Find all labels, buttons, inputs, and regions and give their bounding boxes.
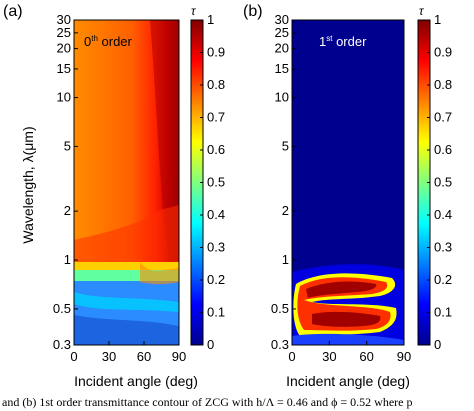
heatmap-field-b: [292, 20, 404, 345]
x-tick-label: 30: [322, 349, 336, 364]
colorbar-tick-label: 1: [207, 12, 214, 27]
x-axis-label-a: Incident angle (deg): [74, 373, 198, 389]
y-tick-label: 20: [275, 41, 289, 56]
y-tick-label: 0.5: [271, 301, 289, 316]
colorbar-label-b: τ: [419, 4, 425, 18]
colorbar-tick-label: 0.8: [434, 77, 452, 92]
x-tick-label: 60: [359, 349, 373, 364]
figure-caption: and (b) 1st order transmittance contour …: [2, 395, 412, 409]
y-tick-label: 30: [275, 12, 289, 27]
y-tick-label: 25: [275, 25, 289, 40]
colorbar-tick-label: 0.3: [207, 240, 225, 255]
x-tick-label: 90: [397, 349, 411, 364]
y-tick-label: 20: [57, 41, 71, 56]
heatmap-field-a: [74, 20, 179, 345]
panel-label-b: (b): [243, 3, 263, 20]
y-tick-label: 30: [57, 12, 71, 27]
y-tick-label: 2: [282, 203, 289, 218]
x-tick-label: 0: [288, 349, 295, 364]
order-annotation-b: 1st order: [319, 34, 367, 49]
y-tick-label: 5: [282, 138, 289, 153]
colorbar-b: τ 0 0.1 0.2 0.3 0.4 0.5 0.6 0.7 0.8 0.9 1: [417, 4, 452, 352]
order-annotation-a: 0th order: [84, 34, 133, 49]
colorbar-tick-label: 0.4: [434, 207, 452, 222]
y-tick-label: 15: [275, 61, 289, 76]
y-tick-label: 1: [64, 252, 71, 267]
y-tick-label: 10: [275, 90, 289, 105]
colorbar-tick-label: 0.9: [434, 45, 452, 60]
colorbar-tick-label: 0.6: [207, 142, 225, 157]
y-tick-label: 25: [57, 25, 71, 40]
colorbar-tick-label: 0.7: [434, 110, 452, 125]
x-tick-label: 90: [172, 349, 186, 364]
colorbar-tick-label: 1: [434, 12, 441, 27]
y-tick-label: 0.3: [271, 337, 289, 352]
colorbar-label-a: τ: [191, 4, 197, 18]
colorbar-tick-label: 0: [434, 337, 441, 352]
colorbar-tick-label: 0.8: [207, 77, 225, 92]
y-tick-label: 0.5: [53, 301, 71, 316]
colorbar-tick-label: 0.6: [434, 142, 452, 157]
y-tick-label: 15: [57, 61, 71, 76]
colorbar-tick-label: 0.9: [207, 45, 225, 60]
colorbar-tick-label: 0.2: [207, 272, 225, 287]
colorbar-a: τ 0 0.1 0.2 0.3 0.4 0.5 0.6 0.7 0.8 0.9 1: [190, 4, 225, 352]
colorbar-tick-label: 0.3: [434, 240, 452, 255]
colorbar-ticks-b: 0 0.1 0.2 0.3 0.4 0.5 0.6 0.7 0.8 0.9 1: [427, 12, 452, 352]
colorbar-tick-label: 0: [207, 337, 214, 352]
colorbar-tick-label: 0.5: [207, 175, 225, 190]
y-axis-label-a: Wavelength, λ(μm): [20, 126, 36, 243]
x-tick-labels-b: 0 30 60 90: [288, 341, 411, 364]
y-tick-label: 10: [57, 90, 71, 105]
x-tick-labels-a: 0 30 60 90: [70, 341, 186, 364]
colorbar-ticks-a: 0 0.1 0.2 0.3 0.4 0.5 0.6 0.7 0.8 0.9 1: [200, 12, 225, 352]
y-tick-label: 0.3: [53, 337, 71, 352]
colorbar-tick-label: 0.5: [434, 175, 452, 190]
colorbar-tick-label: 0.2: [434, 272, 452, 287]
y-tick-label: 1: [282, 252, 289, 267]
y-tick-label: 2: [64, 203, 71, 218]
x-tick-label: 30: [102, 349, 116, 364]
y-tick-label: 5: [64, 138, 71, 153]
x-tick-label: 0: [70, 349, 77, 364]
x-axis-label-b: Incident angle (deg): [286, 373, 410, 389]
colorbar-tick-label: 0.1: [207, 305, 225, 320]
colorbar-tick-label: 0.4: [207, 207, 225, 222]
colorbar-tick-label: 0.1: [434, 305, 452, 320]
colorbar-tick-label: 0.7: [207, 110, 225, 125]
panel-label-a: (a): [3, 3, 23, 20]
x-tick-label: 60: [137, 349, 151, 364]
